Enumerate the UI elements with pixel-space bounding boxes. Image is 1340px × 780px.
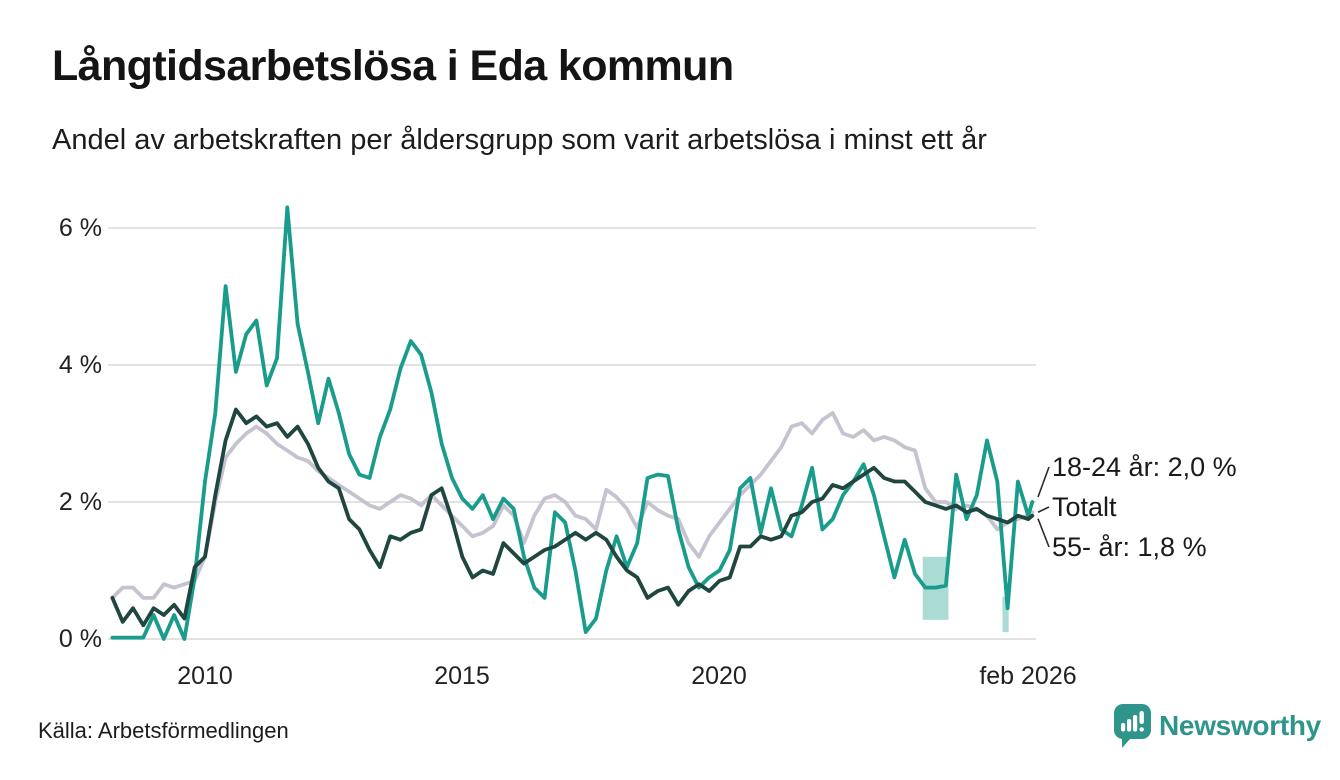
gridlines bbox=[108, 227, 1036, 640]
end-label-totalt: Totalt bbox=[1052, 492, 1117, 522]
label-connector-lines bbox=[1037, 466, 1050, 548]
end-label-55: 55- år: 1,8 % bbox=[1052, 532, 1207, 562]
newsworthy-wordmark: Newsworthy bbox=[1159, 710, 1321, 741]
series-lines bbox=[110, 205, 1035, 641]
newsworthy-logo: Newsworthy bbox=[1114, 704, 1321, 748]
source-note: Källa: Arbetsförmedlingen bbox=[38, 718, 289, 743]
x-axis-tick-feb-2026: feb 2026 bbox=[979, 662, 1077, 690]
uncertainty-bands bbox=[922, 556, 1009, 633]
x-axis-tick-2015: 2015 bbox=[434, 662, 490, 690]
x-axis-tick-2020: 2020 bbox=[691, 662, 747, 690]
end-label-18-24: 18-24 år: 2,0 % bbox=[1052, 452, 1237, 482]
y-axis-tick-6: 6 % bbox=[58, 214, 102, 242]
newsworthy-bubble-chart-icon bbox=[1114, 704, 1151, 748]
y-axis-tick-2: 2 % bbox=[58, 488, 102, 516]
y-axis-tick-4: 4 % bbox=[58, 351, 102, 379]
x-axis-tick-2010: 2010 bbox=[177, 662, 233, 690]
page-subtitle: Andel av arbetskraften per åldersgrupp s… bbox=[52, 124, 987, 156]
y-axis-tick-0: 0 % bbox=[58, 625, 102, 653]
page-title: Långtidsarbetslösa i Eda kommun bbox=[52, 42, 734, 90]
